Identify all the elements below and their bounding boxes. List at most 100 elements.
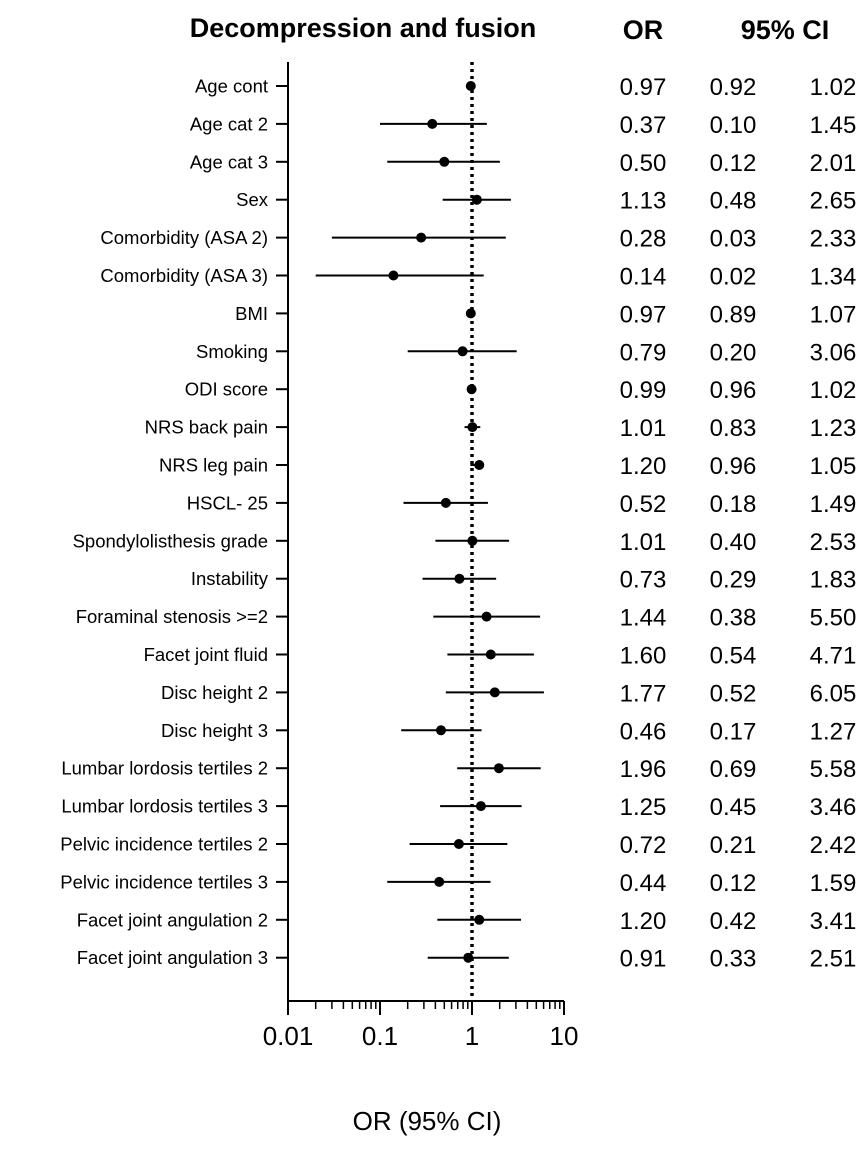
- ci-lower-value: 0.10: [710, 112, 757, 139]
- ci-lower-value: 0.38: [710, 605, 757, 632]
- or-value: 0.52: [620, 491, 667, 518]
- ci-upper-value: 5.50: [810, 605, 857, 632]
- or-point: [463, 952, 474, 963]
- or-value: 0.14: [620, 264, 667, 291]
- or-value: 0.44: [620, 870, 667, 897]
- row-label: Spondylolisthesis grade: [73, 530, 268, 551]
- ci-upper-value: 1.07: [810, 301, 857, 328]
- or-point: [493, 763, 504, 774]
- or-value: 1.60: [620, 643, 667, 670]
- or-value: 0.46: [620, 718, 667, 745]
- row-label: HSCL- 25: [187, 492, 268, 513]
- ci-lower-value: 0.92: [710, 74, 757, 101]
- row-label: Sex: [236, 189, 269, 210]
- ci-upper-value: 2.51: [810, 946, 857, 973]
- or-value: 0.72: [620, 832, 667, 859]
- ci-upper-value: 1.27: [810, 718, 857, 745]
- or-value: 0.79: [620, 339, 667, 366]
- or-point: [454, 573, 465, 584]
- ci-lower-value: 0.52: [710, 680, 757, 707]
- ci-upper-value: 1.83: [810, 567, 857, 594]
- ci-lower-value: 0.42: [710, 908, 757, 935]
- row-label: Age cat 3: [190, 151, 268, 172]
- ci-upper-value: 1.49: [810, 491, 857, 518]
- or-point: [434, 876, 445, 887]
- ci-lower-value: 0.29: [710, 567, 757, 594]
- or-point: [481, 611, 492, 622]
- row-label: Facet joint angulation 3: [77, 947, 268, 968]
- row-label: NRS leg pain: [159, 455, 268, 476]
- or-point: [466, 384, 477, 395]
- x-tick-label: 0.01: [263, 1021, 314, 1051]
- plot-area: 0.01 0.1 1 10 Age cont 0.97 0.92 1.02 Age cat 2 0…: [60, 62, 856, 1051]
- or-point: [465, 81, 476, 91]
- row-label: Disc height 3: [161, 720, 268, 741]
- x-axis-label: OR (95% CI): [353, 1106, 502, 1136]
- ci-upper-value: 3.41: [810, 908, 857, 935]
- or-point: [440, 497, 451, 508]
- or-point: [439, 156, 450, 167]
- or-value: 1.25: [620, 794, 667, 821]
- row-label: Facet joint angulation 2: [77, 909, 268, 930]
- row-label: Lumbar lordosis tertiles 2: [61, 758, 268, 779]
- or-point: [465, 308, 476, 319]
- ci-lower-value: 0.96: [710, 377, 757, 404]
- or-value: 1.77: [620, 680, 667, 707]
- or-value: 0.99: [620, 377, 667, 404]
- or-point: [474, 460, 485, 470]
- row-label: Instability: [191, 568, 269, 589]
- ci-lower-value: 0.40: [710, 529, 757, 556]
- or-value: 1.01: [620, 529, 667, 556]
- or-value: 0.97: [620, 301, 667, 328]
- ci-upper-value: 2.53: [810, 529, 857, 556]
- ci-upper-value: 2.01: [810, 150, 857, 177]
- ci-lower-value: 0.33: [710, 946, 757, 973]
- ci-lower-value: 0.02: [710, 264, 757, 291]
- ci-upper-value: 3.46: [810, 794, 857, 821]
- or-value: 1.96: [620, 756, 667, 783]
- or-point: [485, 649, 496, 660]
- or-value: 1.13: [620, 188, 667, 215]
- row-label: Disc height 2: [161, 682, 268, 703]
- ci-lower-value: 0.12: [710, 150, 757, 177]
- or-value: 0.28: [620, 226, 667, 253]
- or-point: [427, 118, 438, 129]
- ci-lower-value: 0.45: [710, 794, 757, 821]
- or-point: [471, 194, 482, 205]
- or-point: [416, 232, 427, 243]
- row-label: Age cat 2: [190, 113, 268, 134]
- or-value: 1.01: [620, 415, 667, 442]
- ci-upper-value: 1.45: [810, 112, 857, 139]
- row-label: Foraminal stenosis >=2: [76, 606, 268, 627]
- ci-column-header: 95% CI: [741, 15, 830, 45]
- ci-upper-value: 1.59: [810, 870, 857, 897]
- ci-lower-value: 0.21: [710, 832, 757, 859]
- ci-upper-value: 2.65: [810, 188, 857, 215]
- or-point: [435, 725, 446, 736]
- ci-lower-value: 0.83: [710, 415, 757, 442]
- x-tick-label: 10: [550, 1021, 579, 1051]
- row-label: Comorbidity (ASA 2): [100, 227, 268, 248]
- row-label: NRS back pain: [145, 417, 268, 438]
- row-label: Facet joint fluid: [144, 644, 268, 665]
- ci-lower-value: 0.17: [710, 718, 757, 745]
- or-point: [489, 687, 500, 698]
- ci-upper-value: 1.02: [810, 377, 857, 404]
- or-point: [467, 422, 478, 433]
- x-tick-label: 0.1: [362, 1021, 398, 1051]
- ci-lower-value: 0.69: [710, 756, 757, 783]
- ci-upper-value: 3.06: [810, 339, 857, 366]
- row-label: Pelvic incidence tertiles 2: [60, 834, 268, 855]
- ci-lower-value: 0.48: [710, 188, 757, 215]
- ci-upper-value: 5.58: [810, 756, 857, 783]
- chart-title: Decompression and fusion: [190, 13, 537, 43]
- or-value: 0.73: [620, 567, 667, 594]
- or-value: 0.50: [620, 150, 667, 177]
- or-point: [474, 914, 485, 925]
- row-label: Age cont: [195, 76, 268, 97]
- ci-lower-value: 0.89: [710, 301, 757, 328]
- row-label: Lumbar lordosis tertiles 3: [61, 796, 268, 817]
- or-value: 1.20: [620, 453, 667, 480]
- or-value: 0.37: [620, 112, 667, 139]
- ci-lower-value: 0.54: [710, 643, 757, 670]
